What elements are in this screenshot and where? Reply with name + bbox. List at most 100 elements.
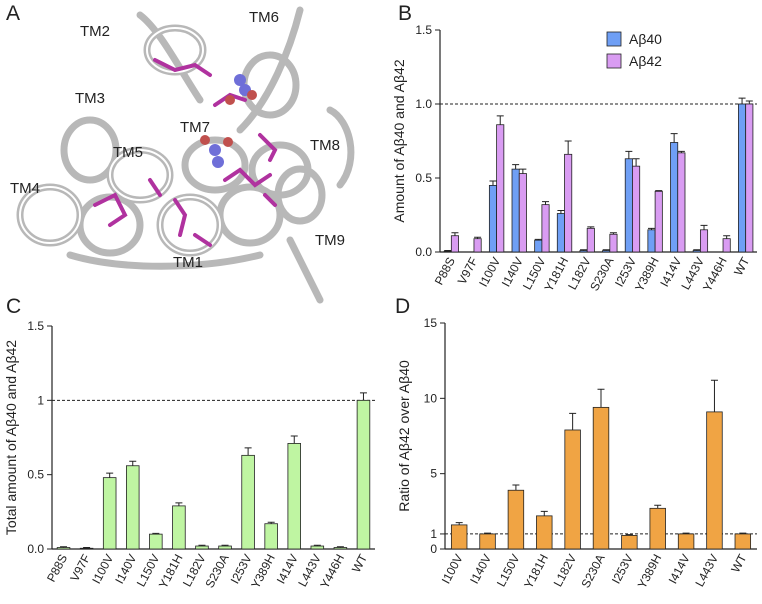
y-tick-label: 15 <box>424 316 438 330</box>
error-bar <box>455 522 463 525</box>
error-bar <box>682 532 690 534</box>
bar <box>586 227 595 253</box>
panel-label: A <box>6 2 20 25</box>
x-tick-label: P88S <box>44 552 70 584</box>
x-tick-label: Y389H <box>635 552 665 591</box>
legend-swatch <box>606 31 622 47</box>
error-bar <box>267 521 275 524</box>
error-bar <box>512 484 520 491</box>
x-tick-label: L443V <box>692 552 721 589</box>
legend-label: Aβ42 <box>629 53 662 69</box>
x-tick-label: I253V <box>609 552 636 586</box>
bar <box>333 547 348 550</box>
x-tick-label: WT <box>728 551 749 575</box>
error-bar <box>336 546 344 548</box>
error-bar <box>83 547 91 549</box>
error-bar <box>564 140 572 155</box>
bar <box>706 411 723 550</box>
bar <box>450 235 459 253</box>
bar <box>102 477 117 550</box>
helix-label: TM7 <box>180 119 210 136</box>
y-axis-label: Amount of Aβ40 and Aβ42 <box>391 59 407 222</box>
bar <box>287 443 301 550</box>
x-tick-label: S230A <box>578 552 607 590</box>
error-bar <box>152 532 160 535</box>
helix-label: TM3 <box>75 90 105 107</box>
y-tick-label: 0 <box>430 542 437 556</box>
bar <box>556 213 565 253</box>
y-tick-label: 0.0 <box>27 542 44 556</box>
bar <box>609 233 618 253</box>
bar <box>172 505 186 550</box>
error-bar <box>221 544 229 547</box>
x-tick-label: I100V <box>89 552 116 586</box>
bar <box>450 524 468 550</box>
error-bar <box>693 249 701 251</box>
bar <box>677 152 686 253</box>
bar <box>479 533 496 550</box>
bar <box>692 250 701 253</box>
error-bar <box>496 115 504 125</box>
error-bar <box>700 224 708 230</box>
bar <box>310 545 325 550</box>
bar <box>56 547 71 550</box>
y-tick-label: 10 <box>424 391 438 405</box>
x-tick-label: I100V <box>476 255 503 289</box>
bar <box>632 165 641 253</box>
error-bar <box>654 504 662 509</box>
bar <box>241 454 255 550</box>
error-bar <box>647 227 655 230</box>
error-bar <box>534 238 542 241</box>
error-bar <box>677 150 685 153</box>
bar <box>518 173 527 253</box>
error-bar <box>569 412 577 430</box>
bar <box>624 158 633 253</box>
error-bar <box>602 249 610 251</box>
x-tick-label: Y181H <box>521 552 551 591</box>
error-bar <box>710 379 718 412</box>
error-bar <box>580 249 588 251</box>
bar <box>149 533 163 550</box>
error-bar <box>519 168 527 174</box>
helix-label: TM8 <box>310 137 340 154</box>
error-bar <box>625 534 633 536</box>
bar <box>654 190 663 253</box>
bar <box>621 535 638 550</box>
error-bar <box>597 388 605 408</box>
bar <box>496 124 505 253</box>
error-bar <box>290 435 298 444</box>
bar <box>592 406 610 550</box>
bar <box>534 239 543 253</box>
y-tick-label: 1.5 <box>27 319 44 333</box>
y-axis-label: Ratio of Aβ42 over Aβ40 <box>396 360 412 512</box>
structure-drawing <box>16 6 355 304</box>
bar <box>126 465 140 550</box>
bar <box>699 229 709 253</box>
x-tick-label: I414V <box>666 552 693 586</box>
bar <box>602 250 611 253</box>
error-bar <box>739 532 747 534</box>
helix-label: TM6 <box>249 9 279 26</box>
bar <box>218 545 232 550</box>
error-bar <box>540 510 548 516</box>
error-bar <box>175 502 183 506</box>
panel-label: D <box>395 295 410 318</box>
bar <box>734 533 752 550</box>
error-bar <box>484 532 492 534</box>
error-bar <box>738 97 746 104</box>
bar <box>579 250 588 253</box>
bar <box>511 168 520 253</box>
error-bar <box>609 232 617 235</box>
error-bar <box>587 226 595 229</box>
error-bar <box>198 544 206 547</box>
helix-label: TM4 <box>10 180 40 197</box>
bar <box>564 153 573 253</box>
bar <box>536 515 553 550</box>
error-bar <box>632 158 640 167</box>
error-bar <box>451 232 459 236</box>
x-tick-label: I140V <box>467 552 494 586</box>
bar <box>79 547 94 550</box>
bar <box>356 399 371 550</box>
helix-label: TM5 <box>113 144 143 161</box>
error-bar <box>723 235 731 239</box>
